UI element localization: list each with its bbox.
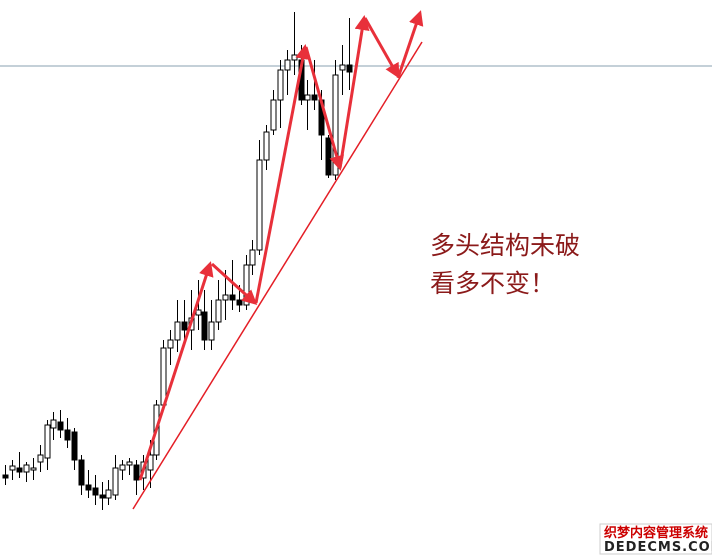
arrow	[363, 17, 400, 79]
candle-body	[249, 249, 256, 266]
candle-body	[270, 99, 277, 131]
candle-body	[201, 311, 208, 341]
candles	[2, 12, 353, 510]
candle-body	[304, 94, 311, 101]
arrow	[338, 15, 370, 169]
candle-body	[181, 321, 188, 331]
candle-body	[208, 321, 215, 341]
candle-body	[243, 264, 250, 306]
arrow	[304, 46, 344, 171]
candle-body	[2, 474, 9, 479]
candle-body	[284, 59, 291, 71]
candle-body	[30, 467, 37, 471]
arrow	[254, 44, 311, 304]
watermark-box	[599, 523, 712, 555]
wave-arrows	[138, 10, 424, 481]
candle-body	[23, 464, 30, 473]
candle-body	[50, 419, 57, 429]
candle-body	[44, 424, 51, 459]
candle-body	[119, 464, 126, 471]
candle-body	[71, 431, 78, 461]
trend-line	[132, 41, 423, 510]
candle-body	[37, 454, 44, 463]
candle-body	[236, 299, 243, 306]
arrow	[396, 10, 424, 79]
candle-body	[126, 461, 133, 466]
candle-body	[64, 429, 71, 441]
candle-body	[263, 131, 270, 161]
candle-body	[112, 467, 119, 496]
annotation: 多头结构未破	[430, 231, 580, 260]
candle-body	[57, 421, 64, 431]
candle-body	[229, 294, 236, 301]
arrow	[210, 262, 258, 306]
candle-body	[85, 484, 92, 491]
candle-body	[9, 465, 16, 471]
candle-body	[325, 137, 332, 176]
candle-body	[16, 467, 23, 473]
watermark: DEDECMS.COM	[604, 540, 712, 555]
candle-body	[311, 94, 318, 101]
candle-body	[133, 464, 140, 481]
candle-body	[332, 74, 339, 176]
candle-body	[339, 64, 346, 71]
annotation: 看多不变！	[430, 269, 555, 298]
candle-body	[291, 54, 298, 61]
candle-body	[78, 459, 85, 486]
candle-body	[346, 64, 353, 73]
candle-body	[167, 339, 174, 349]
candle-body	[147, 454, 154, 471]
watermark: 织梦内容管理系统	[604, 525, 708, 541]
candle-body	[160, 347, 167, 406]
candle-body	[99, 494, 106, 499]
candle-body	[195, 309, 202, 316]
candle-body	[256, 159, 263, 251]
candle-body	[222, 294, 229, 301]
candle-body	[92, 487, 99, 496]
candle-body	[277, 69, 284, 101]
candle-body	[105, 489, 112, 499]
arrow	[138, 261, 214, 481]
candle-body	[215, 299, 222, 323]
candle-body	[174, 321, 181, 341]
